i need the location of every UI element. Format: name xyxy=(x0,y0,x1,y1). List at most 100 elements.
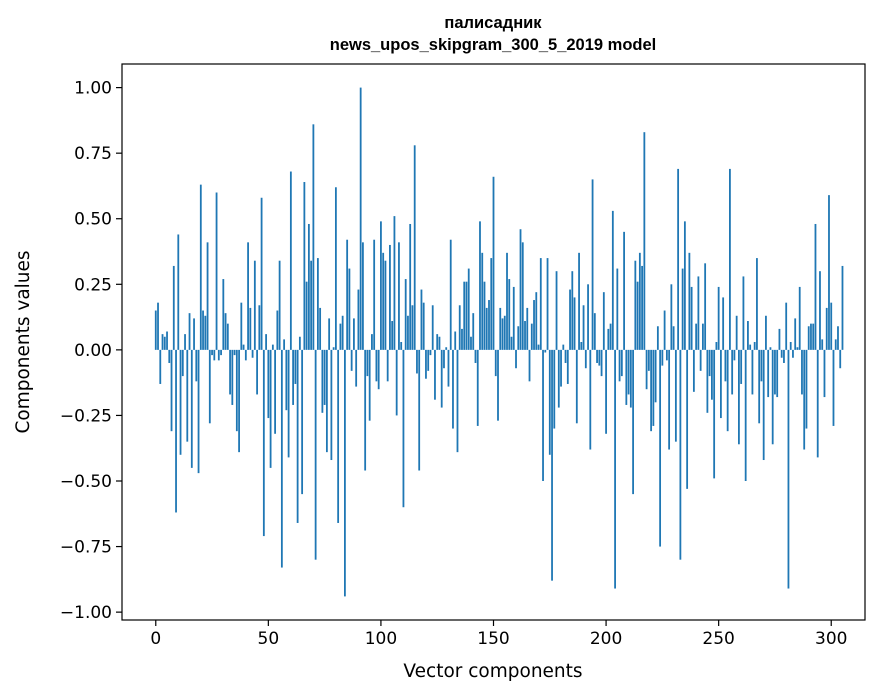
bar-30 xyxy=(222,279,225,350)
bar-251 xyxy=(720,349,722,419)
bar-253 xyxy=(724,349,727,382)
bar-67 xyxy=(305,281,308,350)
bar-264 xyxy=(749,344,752,350)
bar-112 xyxy=(407,315,409,350)
bar-176 xyxy=(551,349,553,581)
bar-171 xyxy=(539,258,542,350)
bar-25 xyxy=(211,349,213,356)
bar-237 xyxy=(688,252,691,350)
bar-266 xyxy=(753,342,756,350)
bar-80 xyxy=(334,187,337,350)
bar-295 xyxy=(819,271,821,350)
bar-196 xyxy=(596,349,598,363)
bar-247 xyxy=(711,349,713,400)
bar-167 xyxy=(530,323,533,350)
bar-93 xyxy=(364,349,367,471)
y-tick-label-2: 0.50 xyxy=(74,210,112,230)
bar-270 xyxy=(762,349,765,461)
bar-286 xyxy=(798,286,801,350)
bar-255 xyxy=(729,168,731,350)
bar-23 xyxy=(206,242,209,350)
bar-99 xyxy=(377,349,380,390)
bar-64 xyxy=(298,336,301,350)
bar-165 xyxy=(526,307,529,350)
bar-41 xyxy=(247,242,249,350)
bar-145 xyxy=(481,252,484,350)
bar-296 xyxy=(821,339,824,350)
bar-190 xyxy=(582,305,585,350)
bar-244 xyxy=(704,263,707,350)
chart-title-line1: палисадник xyxy=(444,14,542,32)
bar-258 xyxy=(735,315,738,350)
bar-219 xyxy=(647,349,650,371)
bar-151 xyxy=(494,349,497,377)
bar-224 xyxy=(659,349,662,547)
bar-42 xyxy=(249,307,252,350)
bar-7 xyxy=(170,349,173,432)
bar-134 xyxy=(456,349,459,453)
bar-208 xyxy=(623,231,625,350)
bar-3 xyxy=(161,334,164,350)
bar-239 xyxy=(692,349,695,392)
bar-179 xyxy=(557,349,560,408)
bar-294 xyxy=(816,349,819,458)
bar-143 xyxy=(476,349,479,426)
y-axis-label: Components values xyxy=(13,250,34,433)
bar-223 xyxy=(656,326,659,350)
bar-175 xyxy=(548,349,551,455)
bar-283 xyxy=(792,349,794,358)
bar-33 xyxy=(229,349,231,395)
bar-84 xyxy=(344,349,346,597)
bar-8 xyxy=(172,265,175,350)
bar-123 xyxy=(431,305,434,350)
bar-226 xyxy=(663,310,666,350)
bar-290 xyxy=(807,326,810,350)
bar-248 xyxy=(713,349,716,479)
bar-201 xyxy=(607,328,610,350)
bar-136 xyxy=(461,328,463,350)
bar-32 xyxy=(226,323,229,350)
bar-229 xyxy=(670,284,673,350)
bar-273 xyxy=(769,347,772,350)
bar-285 xyxy=(796,347,799,350)
bar-204 xyxy=(614,349,616,589)
bar-230 xyxy=(672,326,675,350)
bar-19 xyxy=(197,349,200,474)
x-axis-label: Vector components xyxy=(403,661,582,682)
bar-95 xyxy=(368,349,371,421)
bar-215 xyxy=(638,252,641,350)
bar-113 xyxy=(409,223,412,350)
bar-119 xyxy=(422,302,425,350)
bar-250 xyxy=(717,286,720,350)
y-tick-label-6: −0.50 xyxy=(60,472,112,492)
bar-17 xyxy=(193,318,195,350)
bar-299 xyxy=(828,195,830,350)
bar-257 xyxy=(733,349,736,361)
y-axis: 1.00 0.75 0.50 0.25 0.00 −0.25 −0.50 −0.75 −1.00 xyxy=(60,79,122,623)
bar-302 xyxy=(834,339,837,350)
bar-127 xyxy=(440,349,443,408)
bar-254 xyxy=(726,349,729,432)
bar-20 xyxy=(199,184,202,350)
bar-183 xyxy=(566,349,569,384)
bar-191 xyxy=(584,349,587,369)
plot-frame xyxy=(121,63,866,621)
bar-26 xyxy=(213,349,216,361)
bar-184 xyxy=(569,289,571,350)
bar-9 xyxy=(175,349,177,513)
bar-75 xyxy=(323,349,326,405)
bar-303 xyxy=(837,326,839,350)
bar-83 xyxy=(341,315,344,350)
bar-281 xyxy=(787,349,790,589)
bar-174 xyxy=(546,258,549,350)
bar-277 xyxy=(778,328,781,350)
bar-149 xyxy=(490,258,493,350)
bar-142 xyxy=(474,349,477,363)
bar-102 xyxy=(384,260,387,350)
bar-10 xyxy=(177,234,180,350)
bar-252 xyxy=(722,297,725,350)
bar-82 xyxy=(339,323,342,350)
bar-162 xyxy=(519,229,522,350)
bar-133 xyxy=(454,331,457,350)
bar-158 xyxy=(510,336,513,350)
